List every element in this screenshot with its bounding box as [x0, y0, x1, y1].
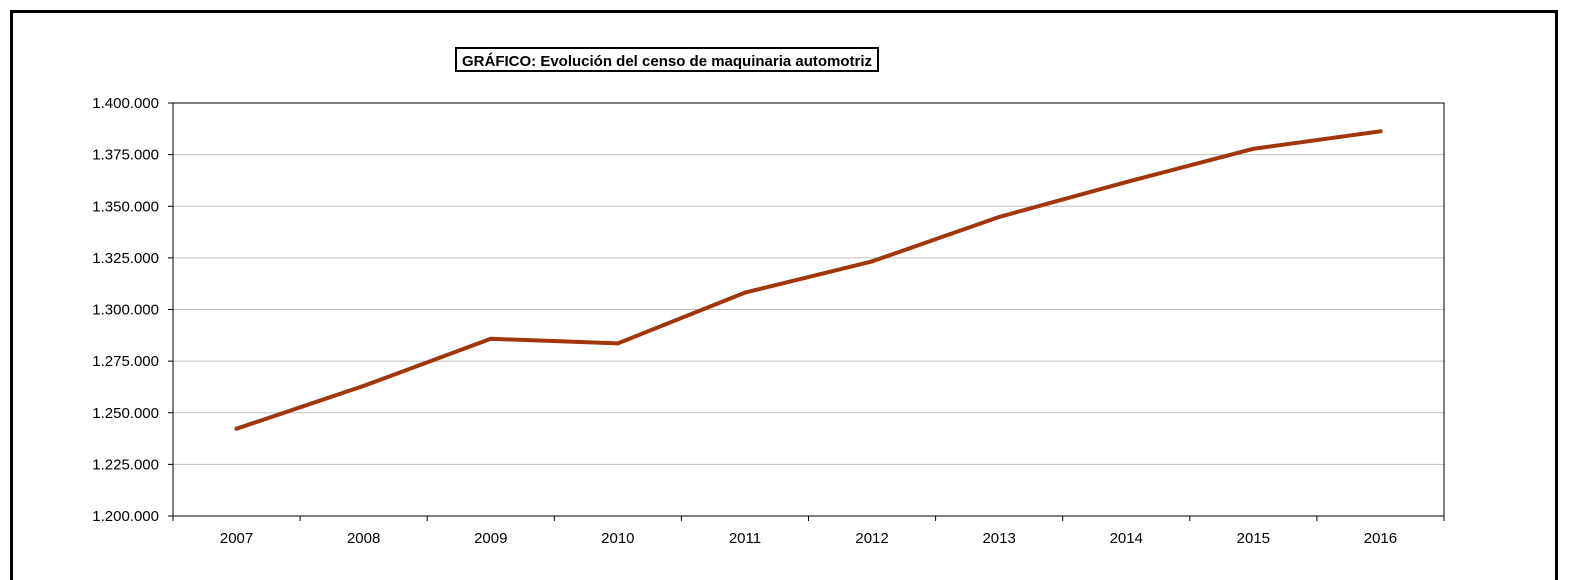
data-point [1124, 180, 1129, 185]
y-tick-label: 1.225.000 [92, 456, 159, 473]
series-group [234, 129, 1383, 431]
y-tick-label: 1.300.000 [92, 302, 159, 319]
series-line [234, 129, 1383, 431]
x-tick-label: 2016 [1364, 530, 1397, 547]
x-tick-label: 2009 [474, 530, 507, 547]
data-point [870, 259, 875, 264]
y-tick-label: 1.375.000 [92, 147, 159, 164]
y-tick-label: 1.200.000 [92, 508, 159, 525]
x-tick-label: 2010 [601, 530, 634, 547]
x-tick-label: 2007 [220, 530, 253, 547]
data-point [742, 290, 747, 295]
x-tick-label: 2012 [855, 530, 888, 547]
x-tick-label: 2011 [729, 530, 761, 547]
data-point [234, 426, 239, 431]
chart-title: GRÁFICO: Evolución del censo de maquinar… [455, 47, 880, 72]
x-axis: 2007 2008 2009 2010 2011 2012 2013 2014 2015 2016 [172, 516, 1445, 547]
data-point [361, 383, 366, 388]
y-tick-label: 1.350.000 [92, 198, 159, 215]
data-point [1251, 146, 1256, 151]
chart-frame [10, 10, 1558, 580]
y-axis: 1.200.000 1.225.000 1.250.000 1.275.000 1.30… [92, 95, 173, 525]
x-tick-label: 2013 [982, 530, 1015, 547]
y-tick-label: 1.400.000 [92, 95, 159, 112]
x-tick-label: 2015 [1237, 530, 1270, 547]
data-point [997, 214, 1002, 219]
x-tick-label: 2008 [347, 530, 380, 547]
data-point [1378, 129, 1383, 134]
data-point [615, 341, 620, 346]
y-tick-label: 1.275.000 [92, 353, 159, 370]
gridlines [173, 154, 1444, 465]
y-tick-label: 1.250.000 [92, 405, 159, 422]
data-point [488, 336, 493, 341]
y-tick-label: 1.325.000 [92, 250, 159, 267]
x-tick-label: 2014 [1110, 530, 1143, 547]
